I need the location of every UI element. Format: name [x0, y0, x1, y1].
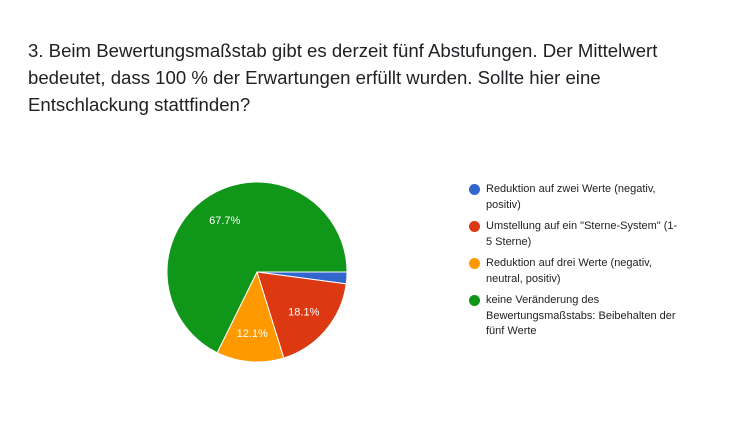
pie-slices: [166, 181, 348, 363]
legend-label: Reduktion auf zwei Werte (negativ, posit…: [486, 183, 656, 211]
legend-swatch-icon: [469, 184, 480, 195]
pie-slice-3[interactable]: [216, 270, 285, 363]
legend-item-2[interactable]: Umstellung auf ein "Sterne-System" (1-5 …: [469, 219, 719, 250]
question-title: 3. Beim Bewertungsmaßstab gibt es derzei…: [28, 40, 658, 115]
legend-label: Reduktion auf drei Werte (negativ, neutr…: [486, 257, 652, 285]
legend-label: Umstellung auf ein "Sterne-System" (1-5 …: [486, 220, 678, 248]
legend-item-4[interactable]: keine Veränderung des Bewertungsmaßstabs…: [469, 293, 719, 340]
pie-data-labels: 18.1% 12.1% 67.7%: [209, 215, 319, 340]
legend-label: keine Veränderung des Bewertungsmaßstabs…: [486, 294, 676, 337]
legend-item-1[interactable]: Reduktion auf zwei Werte (negativ, posit…: [469, 182, 719, 213]
pie-data-label-2: 18.1%: [288, 306, 319, 318]
chart-legend: Reduktion auf zwei Werte (negativ, posit…: [469, 182, 719, 346]
legend-item-3[interactable]: Reduktion auf drei Werte (negativ, neutr…: [469, 256, 719, 287]
pie-slice-2[interactable]: [256, 271, 347, 359]
pie-slice-4[interactable]: [166, 181, 348, 354]
legend-swatch-icon: [469, 258, 480, 269]
legend-swatch-icon: [469, 295, 480, 306]
pie-data-label-4: 67.7%: [209, 215, 240, 227]
legend-swatch-icon: [469, 221, 480, 232]
pie-data-label-3: 12.1%: [237, 328, 268, 340]
